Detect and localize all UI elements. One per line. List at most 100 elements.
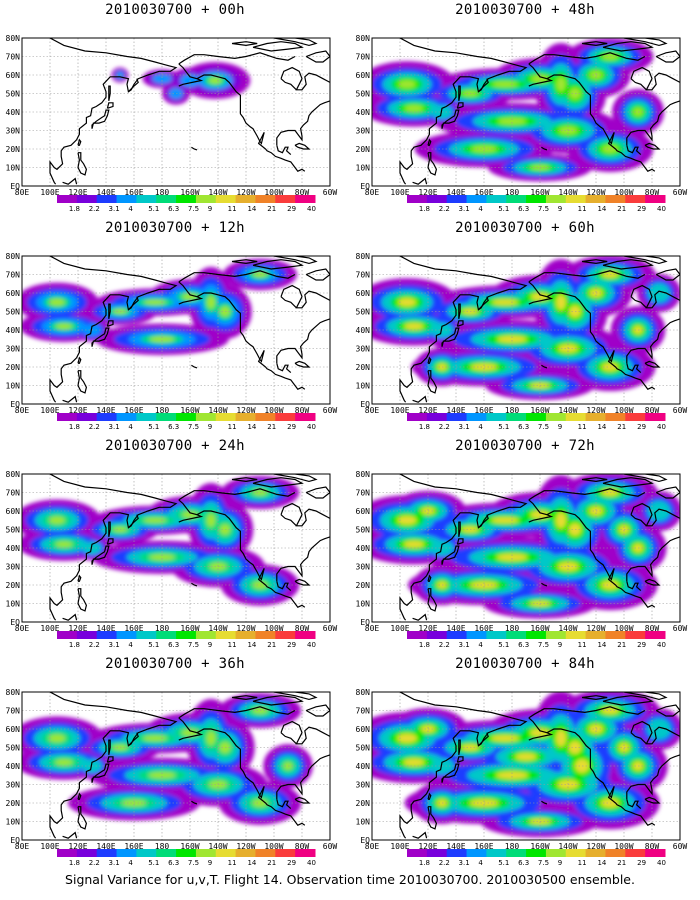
- lat-label: 40N: [6, 326, 21, 335]
- lon-label: 120E: [68, 842, 87, 851]
- legend-label: 6.3: [168, 641, 179, 649]
- legend-swatch: [545, 631, 567, 639]
- variance-contour: [398, 80, 416, 89]
- coastline: [399, 256, 528, 403]
- lon-label: 100E: [40, 406, 59, 415]
- legend-swatch: [466, 413, 487, 421]
- coastline: [91, 545, 110, 565]
- map-frame: [371, 37, 681, 187]
- variance-contour: [497, 117, 527, 125]
- coastline: [626, 754, 680, 800]
- lon-label: 100W: [614, 624, 633, 633]
- legend-swatch: [407, 631, 428, 639]
- variance-contour: [55, 541, 73, 548]
- legend-label: 1.8: [419, 641, 430, 649]
- coastline: [655, 50, 680, 63]
- lat-label: 10N: [6, 164, 21, 173]
- variance-contour: [497, 335, 527, 343]
- legend-label: 14: [247, 641, 256, 649]
- coastline: [546, 728, 656, 826]
- lon-label: 80W: [645, 624, 660, 633]
- legend-swatch: [526, 413, 547, 421]
- lon-label: 140E: [446, 842, 465, 851]
- variance-contour: [632, 761, 644, 771]
- legend-label: 5.1: [498, 205, 509, 213]
- lon-label: 100E: [390, 188, 409, 197]
- lon-label: 100E: [390, 406, 409, 415]
- coastline: [62, 613, 78, 621]
- variance-contour: [556, 76, 566, 92]
- coastline: [458, 85, 461, 102]
- variance-contour: [143, 735, 167, 742]
- lat-label: 50N: [356, 744, 371, 753]
- lat-label: 70N: [6, 271, 21, 280]
- lon-label: 160W: [180, 842, 199, 851]
- coastline: [626, 799, 642, 810]
- legend-swatch: [176, 849, 197, 857]
- legend-label: 1.8: [419, 423, 430, 431]
- coastline: [528, 281, 554, 305]
- legend-swatch: [255, 413, 276, 421]
- lat-label: 40N: [356, 326, 371, 335]
- lon-label: 80W: [645, 842, 660, 851]
- legend-swatch: [215, 631, 237, 639]
- coastline: [581, 695, 608, 701]
- legend-swatch: [486, 413, 507, 421]
- coastline: [280, 296, 297, 309]
- lon-label: 140E: [96, 624, 115, 633]
- legend-label: 29: [287, 641, 296, 649]
- coastline: [399, 38, 528, 185]
- legend-swatch: [76, 631, 98, 639]
- coastline: [541, 146, 548, 151]
- legend-label: 5.1: [148, 641, 159, 649]
- coastline: [127, 514, 139, 529]
- coastline: [412, 177, 428, 185]
- legend-label: 3.1: [109, 205, 120, 213]
- lat-label: 70N: [356, 271, 371, 280]
- legend-label: 7.5: [188, 423, 199, 431]
- lat-label: 60N: [6, 289, 21, 298]
- lat-label: 80N: [6, 252, 21, 261]
- coastline: [191, 800, 198, 805]
- legend-label: 21: [617, 641, 626, 649]
- coastline: [62, 395, 78, 403]
- legend-swatch: [275, 631, 296, 639]
- lat-label: 30N: [6, 345, 21, 354]
- coastline: [630, 502, 680, 527]
- coastline: [49, 692, 178, 839]
- coastline: [276, 100, 330, 146]
- lon-label: 140E: [96, 842, 115, 851]
- lat-label: 40N: [6, 544, 21, 553]
- panel-title: 2010030700 + 48h: [455, 2, 595, 18]
- legend-swatch: [295, 195, 316, 203]
- coastline: [280, 732, 297, 745]
- map-panel: 2010030700 + 60h 80N 70N 60N 50N 40N 30N 20N 10N…: [350, 218, 700, 438]
- coastline: [252, 41, 304, 52]
- coastline: [602, 259, 654, 270]
- lon-label: 120E: [68, 406, 87, 415]
- coastline: [399, 692, 528, 839]
- legend-label: 40: [657, 423, 666, 431]
- coastline: [458, 521, 461, 538]
- coastline: [62, 831, 78, 839]
- variance-contour: [403, 540, 425, 548]
- coastline: [626, 318, 680, 364]
- lon-label: 160E: [474, 842, 493, 851]
- legend-swatch: [605, 195, 626, 203]
- lat-label: 30N: [356, 345, 371, 354]
- legend-swatch: [156, 849, 177, 857]
- legend-swatch: [605, 413, 626, 421]
- coastline: [541, 364, 548, 369]
- legend-swatch: [275, 849, 296, 857]
- coastline: [273, 256, 318, 265]
- legend-label: 2.2: [89, 423, 100, 431]
- lon-label: 60W: [323, 188, 338, 197]
- legend-swatch: [506, 195, 527, 203]
- legend-label: 2.2: [439, 859, 450, 867]
- lon-label: 100W: [264, 624, 283, 633]
- legend-label: 21: [617, 205, 626, 213]
- variance-contour: [648, 283, 670, 303]
- coastline: [644, 578, 661, 586]
